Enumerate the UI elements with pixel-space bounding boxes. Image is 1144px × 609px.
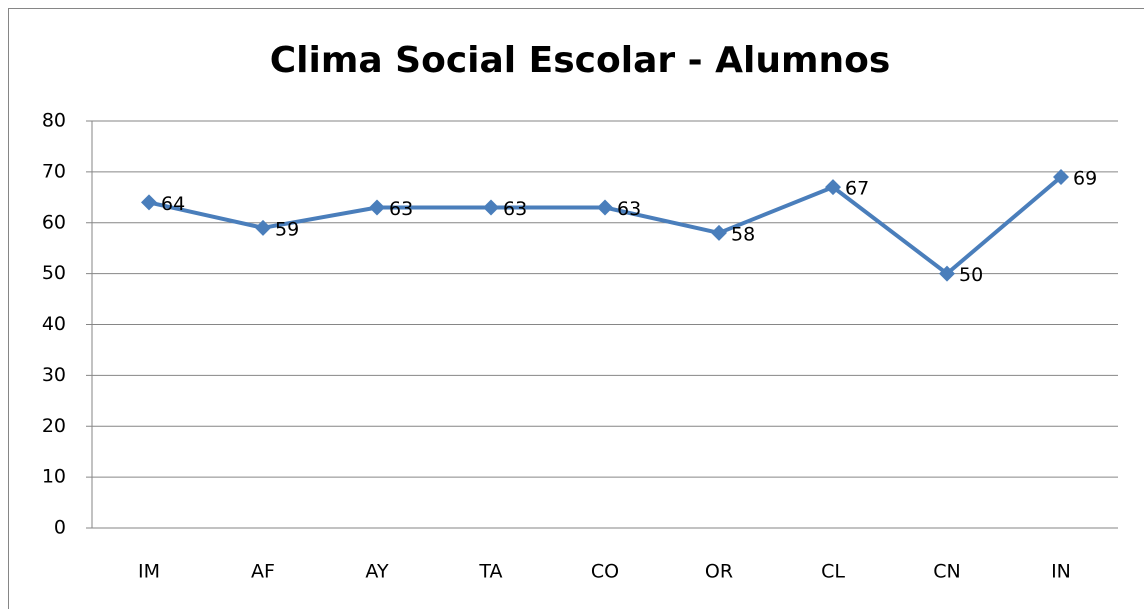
x-tick-label: AY <box>365 561 389 583</box>
y-tick-label: 0 <box>54 517 66 539</box>
chart-title: Clima Social Escolar - Alumnos <box>270 40 891 81</box>
y-tick-label: 10 <box>42 466 66 488</box>
data-label: 69 <box>1073 167 1097 189</box>
x-tick-label: CL <box>821 561 845 583</box>
y-tick-label: 20 <box>42 415 66 437</box>
x-tick-label: IN <box>1051 561 1071 583</box>
x-tick-label: AF <box>251 561 275 583</box>
y-tick-label: 40 <box>42 313 66 335</box>
x-tick-label: TA <box>478 561 502 583</box>
y-tick-label: 30 <box>42 364 66 386</box>
y-tick-label: 70 <box>42 160 66 182</box>
y-tick-label: 60 <box>42 211 66 233</box>
data-label: 63 <box>617 198 641 220</box>
point-marker <box>483 199 499 216</box>
chart-frame <box>8 8 1144 609</box>
point-marker <box>255 219 271 236</box>
data-label: 58 <box>731 223 755 245</box>
data-label: 63 <box>503 198 527 220</box>
x-tick-label: IM <box>138 561 160 583</box>
y-tick-label: 80 <box>42 110 66 132</box>
data-label: 67 <box>845 178 869 200</box>
y-tick-label: 50 <box>42 262 66 284</box>
data-label: 59 <box>275 218 299 240</box>
point-marker <box>597 199 613 216</box>
x-tick-label: CN <box>933 561 960 583</box>
point-marker <box>1053 168 1069 185</box>
data-label: 50 <box>959 264 983 286</box>
point-marker <box>711 224 727 241</box>
x-tick-label: OR <box>705 561 733 583</box>
point-marker <box>141 194 157 211</box>
point-marker <box>939 265 955 282</box>
data-label: 63 <box>389 198 413 220</box>
x-tick-label: CO <box>591 561 619 583</box>
point-marker <box>369 199 385 216</box>
point-marker <box>825 179 841 196</box>
data-label: 64 <box>161 193 185 215</box>
